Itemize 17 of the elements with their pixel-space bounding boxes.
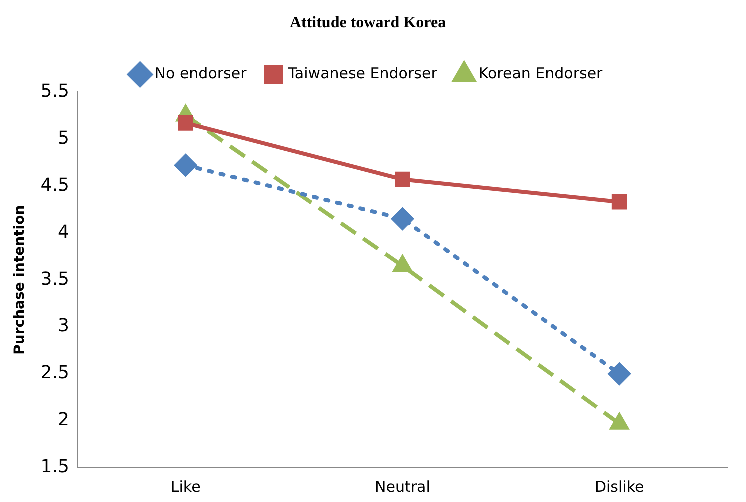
y-tick-label: 3.5	[40, 268, 70, 290]
y-tick-label: 5	[58, 128, 70, 149]
legend-label: No endorser	[154, 64, 248, 83]
x-tick-label: Like	[170, 478, 201, 496]
y-tick-label: 2	[58, 410, 70, 431]
y-tick-label: 3	[58, 316, 70, 337]
y-tick-label: 1.5	[40, 456, 70, 478]
y-tick-label: 4	[58, 222, 70, 243]
legend-label: Korean Endorser	[478, 64, 604, 83]
y-tick-label: 5.5	[40, 80, 70, 102]
legend-label: Taiwanese Endorser	[287, 64, 438, 83]
y-tick-label: 2.5	[40, 362, 70, 384]
chart-title: Attitude toward Korea	[290, 14, 446, 32]
x-tick-label: Neutral	[375, 478, 430, 496]
y-axis-title: Purchase intention	[12, 205, 28, 355]
x-tick-label: Dislike	[594, 478, 644, 496]
y-tick-label: 4.5	[40, 174, 70, 196]
